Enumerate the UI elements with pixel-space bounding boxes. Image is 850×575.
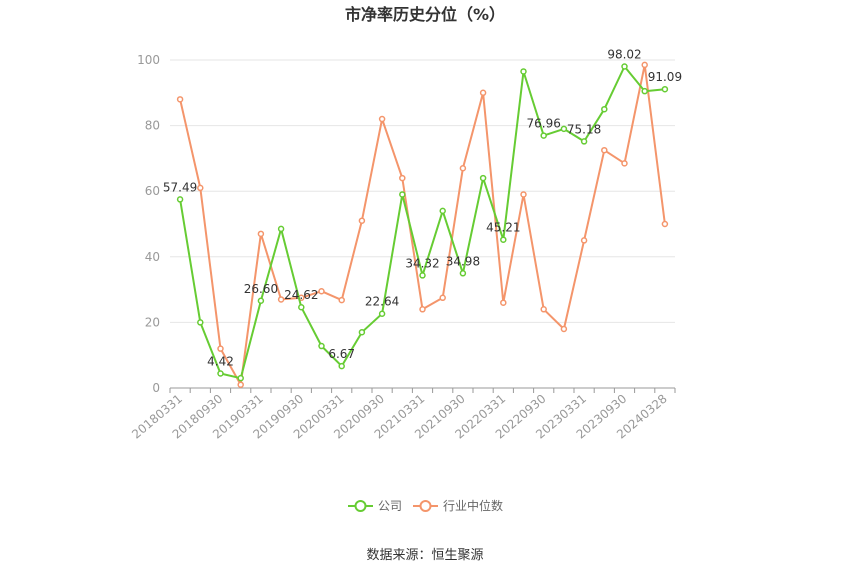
data-point — [338, 362, 345, 370]
data-point — [439, 294, 446, 302]
data-point — [479, 174, 487, 182]
source-note: 数据来源：恒生聚源 — [366, 548, 483, 563]
data-point — [277, 225, 285, 233]
data-point — [257, 297, 265, 305]
legend-swatch-marker — [419, 500, 432, 512]
series-0 — [176, 63, 669, 382]
data-point — [176, 96, 184, 103]
data-label: 6.67 — [328, 347, 355, 361]
data-point — [318, 342, 325, 350]
y-tick-label: 0 — [152, 381, 160, 395]
data-point — [560, 325, 568, 333]
data-point — [459, 164, 467, 172]
series-layer — [176, 61, 669, 388]
data-point — [217, 370, 224, 377]
data-point — [217, 345, 224, 352]
legend-label: 公司 — [378, 499, 402, 513]
y-axis: 0 20 40 60 80 100 — [137, 53, 160, 395]
data-point — [520, 191, 527, 198]
data-point — [641, 87, 648, 95]
y-tick-label: 80 — [145, 119, 160, 133]
data-point — [197, 319, 204, 326]
data-label: 75.18 — [567, 122, 601, 136]
data-label: 34.32 — [405, 256, 439, 270]
data-point — [560, 125, 568, 133]
data-labels: 57.49 4.42 26.60 24.62 6.67 22.64 34.32 34.98 45… — [163, 47, 682, 368]
y-tick-label: 60 — [145, 184, 160, 198]
data-point — [540, 132, 547, 139]
data-point — [358, 217, 366, 224]
data-label: 24.62 — [284, 288, 318, 302]
data-point — [479, 89, 487, 97]
data-point — [601, 105, 608, 113]
data-point — [318, 287, 325, 295]
chart-title: 市净率历史分位（%） — [345, 5, 505, 24]
data-point — [580, 237, 588, 244]
x-axis: 2018033120180930201903312019093020200331… — [129, 387, 676, 442]
data-point — [661, 85, 669, 93]
data-point — [277, 296, 285, 303]
legend: 公司 行业中位数 — [348, 498, 503, 513]
data-point — [621, 63, 628, 70]
legend-label: 行业中位数 — [443, 498, 503, 513]
legend-item: 行业中位数 — [413, 498, 503, 513]
data-point — [641, 61, 648, 69]
data-point — [540, 306, 547, 313]
data-point — [500, 299, 507, 306]
legend-item: 公司 — [348, 499, 402, 513]
legend-swatch-marker — [354, 500, 367, 512]
data-point — [358, 328, 366, 336]
grid — [170, 59, 675, 323]
data-point — [419, 306, 426, 313]
data-point — [237, 374, 244, 382]
data-point — [197, 184, 204, 192]
y-tick-label: 40 — [145, 250, 160, 264]
data-point — [580, 138, 588, 145]
data-point — [378, 310, 386, 317]
data-label: 26.60 — [244, 282, 278, 296]
data-point — [257, 230, 265, 238]
series-line — [179, 63, 666, 386]
data-point — [237, 381, 244, 388]
data-label: 34.98 — [446, 254, 480, 268]
data-label: 98.02 — [607, 47, 641, 61]
y-tick-label: 100 — [137, 53, 160, 67]
data-point — [399, 174, 406, 182]
data-label: 57.49 — [163, 180, 197, 194]
data-label: 4.42 — [207, 355, 234, 369]
data-label: 91.09 — [648, 70, 682, 84]
series-1 — [176, 61, 669, 388]
data-point — [298, 303, 305, 311]
data-point — [500, 236, 507, 243]
data-point — [601, 146, 608, 154]
data-point — [176, 196, 184, 203]
data-point — [338, 296, 345, 304]
data-point — [419, 272, 426, 279]
data-point — [439, 207, 446, 215]
series-line — [179, 65, 665, 380]
data-point — [661, 220, 669, 228]
data-point — [459, 270, 467, 277]
data-point — [399, 191, 406, 198]
data-point — [378, 115, 386, 123]
y-tick-label: 20 — [145, 315, 160, 329]
data-point — [520, 68, 527, 75]
data-label: 22.64 — [365, 295, 399, 309]
data-label: 45.21 — [486, 221, 520, 235]
data-label: 76.96 — [527, 117, 561, 131]
data-point — [621, 160, 628, 167]
